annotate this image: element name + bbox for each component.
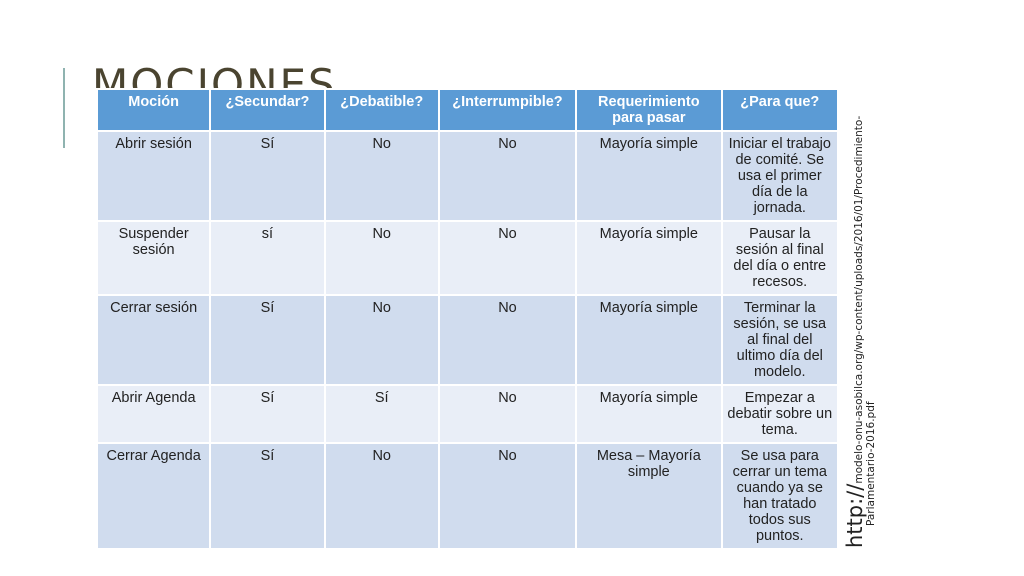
cell-interrumpible: No [437,130,578,222]
table-row: Cerrar sesión Sí No No Mayoría simple Te… [95,294,840,386]
header-mocion: Moción [95,88,212,132]
cell-interrumpible: No [437,220,578,296]
header-para-que: ¿Para que? [720,88,840,132]
cell-debatible: No [323,220,440,296]
cell-requerimiento: Mayoría simple [575,294,723,386]
source-path-line1: modelo-onu-asobilca.org/wp-content/uploa… [853,115,865,484]
cell-para-que: Pausar la sesión al final del día o entr… [720,220,840,296]
table-row: Cerrar Agenda Sí No No Mesa – Mayoría si… [95,442,840,550]
cell-secundar: Sí [209,384,326,444]
header-secundar: ¿Secundar? [209,88,326,132]
cell-debatible: No [323,442,440,550]
accent-line [63,68,65,148]
cell-debatible: No [323,294,440,386]
cell-mocion: Abrir Agenda [95,384,212,444]
cell-requerimiento: Mayoría simple [575,220,723,296]
cell-requerimiento: Mayoría simple [575,130,723,222]
cell-interrumpible: No [437,294,578,386]
header-debatible: ¿Debatible? [323,88,440,132]
cell-mocion: Cerrar Agenda [95,442,212,550]
cell-mocion: Suspender sesión [95,220,212,296]
table-row: Abrir sesión Sí No No Mayoría simple Ini… [95,130,840,222]
cell-mocion: Abrir sesión [95,130,212,222]
table-header-row: Moción ¿Secundar? ¿Debatible? ¿Interrump… [95,88,840,132]
source-path-line2: Parlamentario-2016.pdf [865,401,877,526]
cell-interrumpible: No [437,442,578,550]
cell-interrumpible: No [437,384,578,444]
source-protocol: http:// [843,483,867,548]
header-requerimiento: Requerimiento para pasar [575,88,723,132]
cell-para-que: Se usa para cerrar un tema cuando ya se … [720,442,840,550]
header-interrumpible: ¿Interrumpible? [437,88,578,132]
motions-table: Moción ¿Secundar? ¿Debatible? ¿Interrump… [95,88,840,550]
cell-para-que: Empezar a debatir sobre un tema. [720,384,840,444]
cell-secundar: sí [209,220,326,296]
cell-debatible: Sí [323,384,440,444]
cell-debatible: No [323,130,440,222]
cell-mocion: Cerrar sesión [95,294,212,386]
cell-secundar: Sí [209,442,326,550]
cell-para-que: Iniciar el trabajo de comité. Se usa el … [720,130,840,222]
cell-secundar: Sí [209,294,326,386]
cell-requerimiento: Mayoría simple [575,384,723,444]
cell-requerimiento: Mesa – Mayoría simple [575,442,723,550]
table-row: Suspender sesión sí No No Mayoría simple… [95,220,840,296]
cell-para-que: Terminar la sesión, se usa al final del … [720,294,840,386]
table-row: Abrir Agenda Sí Sí No Mayoría simple Emp… [95,384,840,444]
source-link[interactable]: http://modelo-onu-asobilca.org/wp-conten… [843,116,877,548]
cell-secundar: Sí [209,130,326,222]
